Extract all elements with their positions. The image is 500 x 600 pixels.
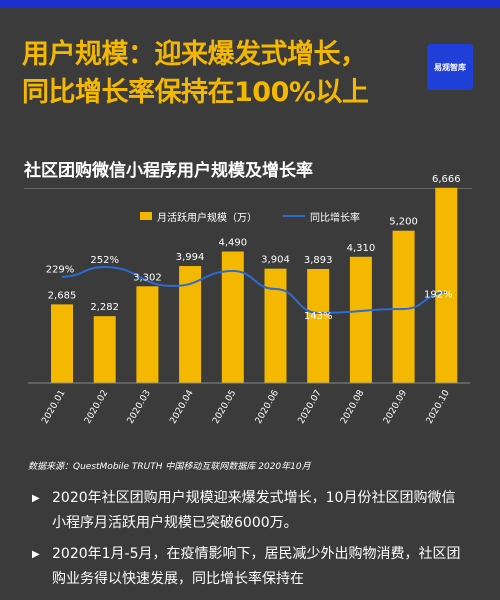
legend-line-label: 同比增长率	[310, 212, 360, 224]
bullet-text: 2020年社区团购用户规模迎来爆发式增长，10月份社区团购微信小程序月活跃用户规…	[52, 490, 456, 531]
bar-value-label: 3,994	[176, 252, 205, 263]
bullet-list: ▶ 2020年社区团购用户规模迎来爆发式增长，10月份社区团购微信小程序月活跃用…	[32, 486, 462, 598]
x-tick-label: 2020.10	[425, 388, 452, 425]
x-tick-label: 2020.08	[339, 388, 366, 425]
bar-value-label: 3,893	[304, 255, 333, 266]
bullet-item: ▶ 2020年社区团购用户规模迎来爆发式增长，10月份社区团购微信小程序月活跃用…	[32, 486, 462, 536]
bullet-marker-icon: ▶	[32, 493, 40, 504]
growth-rate-label: 192%	[424, 289, 453, 300]
bar-value-label: 4,310	[347, 243, 376, 254]
bar-2020.03	[136, 286, 159, 383]
brand-logo: 易观智库	[427, 44, 473, 90]
growth-rate-line	[61, 265, 447, 315]
bar-value-label: 6,666	[432, 174, 461, 185]
x-tick-label: 2020.04	[168, 388, 195, 425]
headline: 用户规模：迎来爆发式增长， 同比增长率保持在100%以上	[22, 36, 412, 112]
chart-legend: 月活跃用户规模（万） 同比增长率	[140, 208, 360, 224]
growth-rate-label: 229%	[46, 265, 75, 276]
bar-value-label: 2,685	[48, 290, 77, 301]
bullet-text: 2020年1月-5月，在疫情影响下，居民减少外出购物消费，社区团购业务得以快速发…	[52, 546, 461, 587]
x-tick-label: 2020.02	[83, 389, 110, 426]
x-tick-label: 2020.05	[211, 389, 238, 426]
x-tick-labels: 2020.01 2020.02 2020.03 2020.04 2020.05 2020.…	[40, 388, 452, 425]
legend-bar-swatch	[140, 212, 152, 220]
x-tick-label: 2020.01	[40, 389, 67, 426]
legend-bar-label: 月活跃用户规模（万）	[157, 212, 257, 224]
title-divider	[24, 188, 472, 189]
x-tick-label: 2020.09	[382, 388, 409, 425]
bar-2020.06	[264, 268, 287, 383]
bar-value-label: 2,282	[90, 302, 119, 313]
legend-item-bar: 月活跃用户规模（万）	[140, 209, 257, 224]
data-source-note: 数据来源：QuestMobile TRUTH 中国移动互联网数据库 2020年1…	[28, 462, 311, 472]
x-tick-label: 2020.06	[254, 388, 281, 425]
bar-value-label: 3,302	[133, 272, 162, 283]
bar-2020.01	[51, 304, 73, 383]
top-accent-bar	[0, 0, 500, 7]
bar-2020.08	[349, 256, 372, 383]
legend-item-line: 同比增长率	[283, 209, 360, 224]
bar-2020.07	[307, 268, 330, 383]
headline-line-2: 同比增长率保持在100%以上	[22, 77, 369, 108]
bars-layer	[51, 187, 458, 383]
growth-rate-label: 143%	[304, 311, 333, 322]
bullet-item: ▶ 2020年1月-5月，在疫情影响下，居民减少外出购物消费，社区团购业务得以快…	[32, 542, 462, 592]
x-tick-label: 2020.03	[126, 389, 153, 426]
growth-line-layer	[61, 265, 447, 315]
headline-line-1: 用户规模：迎来爆发式增长，	[22, 39, 367, 70]
labels-layer: 2,685 2,282 3,302 3,994 4,490 3,904 3,893 4,310…	[46, 174, 461, 322]
bar-2020.10	[435, 187, 458, 383]
bar-2020.05	[221, 251, 244, 383]
bar-2020.04	[179, 266, 202, 383]
bar-2020.09	[392, 230, 415, 383]
legend-line-swatch	[283, 215, 305, 217]
chart-title: 社区团购微信小程序用户规模及增长率	[24, 161, 313, 181]
bar-2020.02	[93, 316, 116, 383]
bullet-marker-icon: ▶	[32, 549, 40, 560]
bar-value-label: 5,200	[389, 217, 418, 228]
brand-logo-text: 易观智库	[434, 62, 466, 72]
bar-value-label: 4,490	[218, 238, 247, 249]
x-tick-label: 2020.07	[297, 389, 324, 426]
bar-value-label: 3,904	[261, 255, 290, 266]
growth-rate-label: 252%	[90, 255, 119, 266]
